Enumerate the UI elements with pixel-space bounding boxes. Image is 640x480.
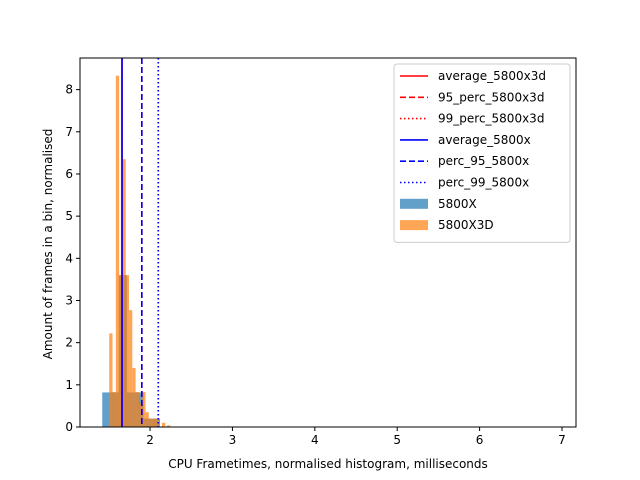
y-tick-label: 0 [65, 420, 73, 434]
reference-lines [121, 58, 160, 427]
legend-box [393, 63, 571, 243]
y-axis-label: Amount of frames in a bin, normalised [41, 129, 55, 360]
y-tick-label: 8 [65, 83, 73, 97]
bar-5800x3d-10 [142, 391, 146, 427]
series-5800x3d-bars [109, 75, 171, 427]
y-tick-label: 7 [65, 125, 73, 139]
y-axis-ticks: 0 1 2 3 4 5 6 7 8 [65, 83, 80, 434]
bar-5800x3d-14 [155, 418, 159, 427]
bar-5800x3d-5 [125, 275, 130, 427]
x-axis-label: CPU Frametimes, normalised histogram, mi… [168, 457, 488, 471]
bar-5800x3d-6 [129, 310, 133, 427]
bar-5800x-0 [102, 392, 111, 427]
bar-5800x3d-8 [135, 391, 139, 427]
bar-5800x3d-0 [109, 333, 113, 427]
bar-5800x3d-16 [166, 425, 171, 427]
bar-5800x3d-7 [132, 367, 136, 427]
legend-swatch-patch [400, 220, 428, 231]
y-tick-label: 2 [65, 336, 73, 350]
legend-label: perc_95_5800x [438, 154, 529, 168]
bar-5800x3d-3 [119, 275, 123, 427]
x-tick-label: 3 [229, 433, 237, 447]
x-tick-label: 6 [476, 433, 484, 447]
bar-5800x3d-12 [148, 418, 153, 427]
bar-5800x3d-9 [138, 403, 143, 427]
y-tick-label: 3 [65, 293, 73, 307]
x-tick-label: 7 [558, 433, 566, 447]
y-tick-label: 1 [65, 378, 73, 392]
bar-5800x3d-15 [161, 422, 166, 427]
axes-frame [79, 57, 577, 428]
bar-5800x3d-11 [145, 412, 149, 427]
legend-label: 99_perc_5800x3d [438, 112, 544, 126]
legend-label: 5800X3D [438, 218, 494, 232]
legend-label: 5800X [438, 197, 477, 211]
legend-label: 95_perc_5800x3d [438, 90, 544, 104]
x-tick-label: 2 [146, 433, 154, 447]
y-tick-label: 6 [65, 167, 73, 181]
bar-5800x3d-2 [115, 75, 120, 427]
bar-5800x3d-4 [122, 159, 126, 427]
legend-swatch-patch [400, 198, 428, 209]
legend-label: average_5800x [438, 133, 531, 147]
bar-5800x3d-1 [112, 391, 116, 427]
legend-label: perc_99_5800x [438, 176, 529, 190]
y-tick-label: 4 [65, 251, 73, 265]
x-tick-label: 4 [311, 433, 319, 447]
x-axis-ticks: 2 3 4 5 6 7 [146, 427, 566, 447]
x-tick-label: 5 [393, 433, 401, 447]
legend: average_5800x3d 95_perc_5800x3d 99_perc_58… [393, 63, 571, 243]
y-tick-label: 5 [65, 209, 73, 223]
bar-5800x3d-13 [152, 418, 156, 427]
legend-label: average_5800x3d [438, 69, 546, 83]
